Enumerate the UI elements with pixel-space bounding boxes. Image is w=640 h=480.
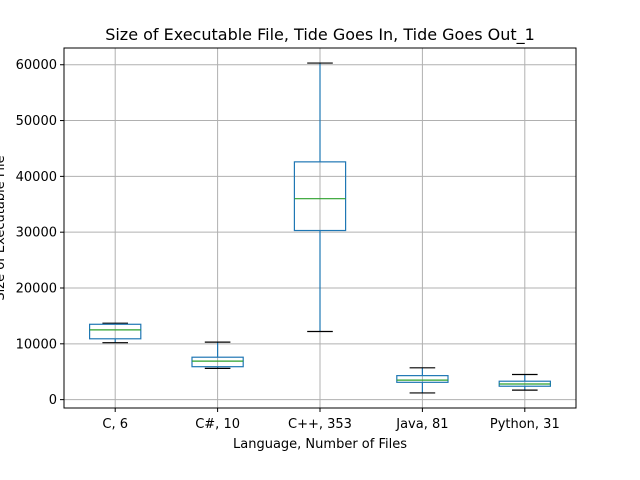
x-tick-label: C, 6: [102, 417, 128, 432]
axis-ticks: 0 10000 20000 30000 40000 50000 60000 C, 6 C#, 1…: [16, 58, 560, 432]
y-axis-label: Size of Executable File: [0, 155, 8, 300]
interquartile-box: [88, 323, 142, 340]
y-tick-label: 50000: [16, 114, 57, 129]
interquartile-box: [191, 356, 244, 368]
box-elements: [88, 62, 552, 394]
y-tick-label: 10000: [16, 337, 57, 352]
x-tick-label: Python, 31: [490, 417, 560, 432]
y-tick-label: 40000: [16, 170, 57, 185]
y-tick-label: 0: [49, 393, 57, 408]
y-tick-label: 20000: [16, 282, 57, 297]
y-tick-label: 30000: [16, 226, 57, 241]
x-axis-label: Language, Number of Files: [233, 437, 407, 452]
x-tick-label: C++, 353: [288, 417, 352, 432]
x-tick-label: Java, 81: [395, 417, 448, 432]
chart-title: Size of Executable File, Tide Goes In, T…: [105, 25, 535, 45]
y-tick-label: 60000: [16, 58, 57, 73]
interquartile-box: [396, 375, 449, 383]
x-tick-label: C#, 10: [195, 417, 240, 432]
interquartile-box: [293, 161, 347, 232]
